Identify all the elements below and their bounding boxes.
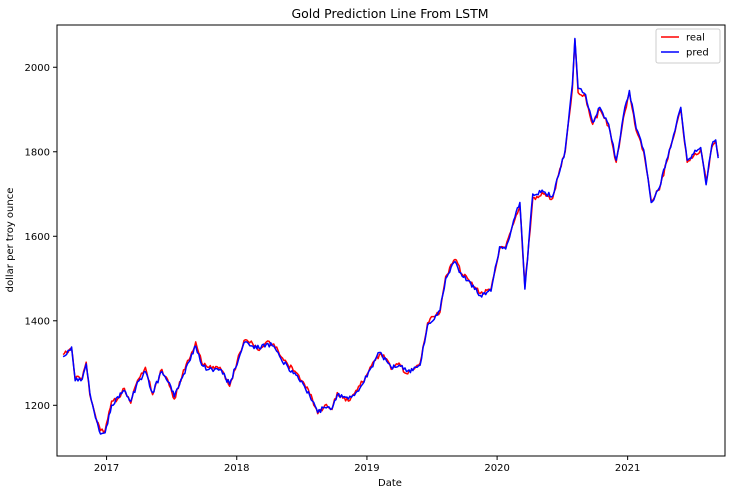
x-tick-label: 2019 (354, 463, 379, 474)
plot-lines (62, 37, 719, 435)
y-tick-label: 1200 (25, 401, 50, 412)
y-axis-label: dollar per troy ounce (5, 188, 16, 293)
legend-label-pred: pred (686, 48, 709, 59)
y-tick-label: 1800 (25, 147, 50, 158)
chart-title: Gold Prediction Line From LSTM (291, 6, 488, 21)
x-tick-label: 2020 (484, 463, 509, 474)
x-tick-label: 2018 (224, 463, 249, 474)
y-tick-label: 1400 (25, 316, 50, 327)
x-axis-label: Date (378, 478, 402, 489)
x-axis: 2017 2018 2019 2020 2021 (94, 456, 640, 474)
series-line-pred (62, 37, 719, 435)
y-axis: 1200 1400 1600 1800 2000 (25, 63, 57, 412)
x-tick-label: 2021 (615, 463, 640, 474)
series-line-real (62, 39, 719, 433)
legend-label-real: real (686, 33, 705, 44)
plot-area-frame (56, 24, 726, 457)
y-tick-label: 1600 (25, 232, 50, 243)
y-tick-label: 2000 (25, 63, 50, 74)
x-tick-label: 2017 (94, 463, 119, 474)
legend: real pred (655, 28, 721, 64)
